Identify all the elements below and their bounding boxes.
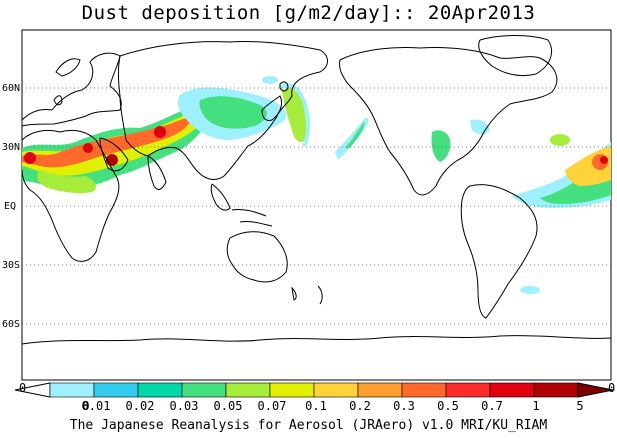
dust-streak — [345, 122, 365, 149]
page-title: Dust deposition [g/m2/day]:: 20Apr2013 — [81, 2, 536, 24]
lat-label-30s: 30S — [2, 260, 20, 271]
dust-patch — [262, 76, 278, 84]
colorbar-swatch — [401, 382, 447, 398]
colorbar-swatch — [445, 382, 491, 398]
colorbar-swatch — [137, 382, 183, 398]
colorbar-max-arrow — [577, 382, 614, 398]
colorbar-axis-max: 0 — [608, 381, 615, 395]
footer-credit: The Japanese Reanalysis for Aerosol (JRA… — [69, 418, 548, 433]
colorbar-tick-label: 0.01 — [82, 399, 111, 413]
dust-na — [431, 130, 451, 162]
dust-hotspot — [83, 143, 93, 153]
colorbar-tick-label: 0.05 — [214, 399, 243, 413]
colorbar-tick-label: 0.03 — [170, 399, 199, 413]
dust-hotspot — [154, 126, 166, 138]
colorbar-swatch — [489, 382, 535, 398]
dust-field — [22, 76, 611, 294]
colorbar-tick-label: 0.5 — [437, 399, 459, 413]
lat-label-60s: 60S — [2, 319, 20, 330]
coastlines — [21, 35, 612, 345]
colorbar-swatch — [533, 382, 579, 398]
map-frame — [21, 29, 612, 381]
dust-hotspot — [24, 152, 36, 164]
dust-gobi-inner — [199, 96, 267, 129]
dust-hotspot — [106, 154, 118, 166]
colorbar-tick-label: 1 — [532, 399, 539, 413]
colorbar-swatch — [181, 382, 227, 398]
colorbar-axis-min: 0 — [19, 381, 26, 395]
dust-pacific-outer — [278, 83, 311, 147]
dust-sahara-core — [22, 117, 191, 168]
colorbar-swatch — [269, 382, 315, 398]
colorbar-tick-label: 0.07 — [258, 399, 287, 413]
lat-label-eq: EQ — [4, 201, 16, 212]
colorbar-tick-label: 0.3 — [393, 399, 415, 413]
colorbar-swatch — [93, 382, 139, 398]
dust-hotspot — [600, 156, 608, 164]
colorbar-swatch — [357, 382, 403, 398]
dust-sahel — [37, 170, 96, 194]
colorbar-tick-label: 0.7 — [481, 399, 503, 413]
lat-label-30n: 30N — [2, 142, 20, 153]
dust-patch — [520, 286, 540, 294]
colorbar-tick-label: 0.2 — [349, 399, 371, 413]
dust-patch — [550, 134, 570, 146]
colorbar-swatch — [225, 382, 271, 398]
colorbar-tick-label: 5 — [576, 399, 583, 413]
colorbar-swatch — [313, 382, 359, 398]
colorbar: 00.010.020.030.050.070.10.20.30.50.71510 — [14, 382, 617, 413]
lat-label-60n: 60N — [2, 83, 20, 94]
colorbar-tick-label: 0 — [82, 399, 89, 413]
colorbar-tick-label: 0.1 — [305, 399, 327, 413]
colorbar-tick-label: 0.02 — [126, 399, 155, 413]
dust-atlantic-mid — [540, 154, 611, 204]
colorbar-swatch — [49, 382, 95, 398]
